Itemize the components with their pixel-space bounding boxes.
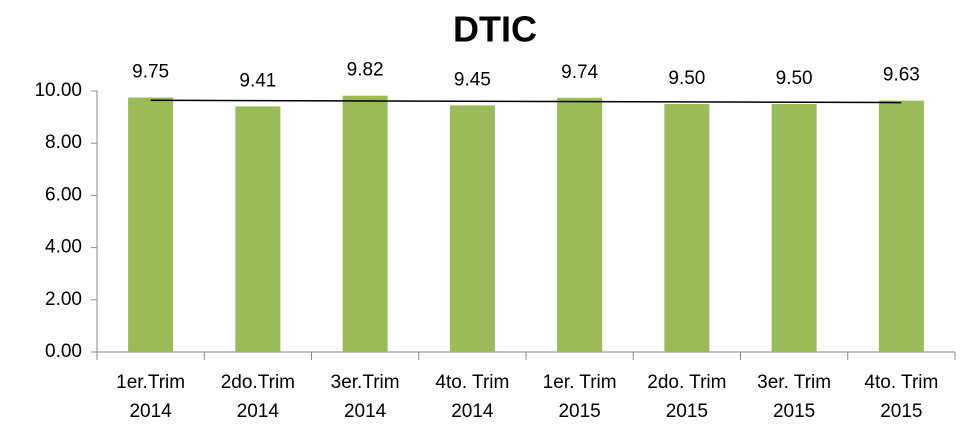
x-tick-label: 2014 [237, 401, 280, 422]
value-label: 9.50 [776, 68, 813, 89]
bar [235, 106, 281, 352]
y-tick-label: 10.00 [34, 80, 82, 101]
y-tick-label: 8.00 [45, 132, 82, 153]
chart-title: DTIC [453, 9, 537, 50]
value-label: 9.75 [132, 62, 169, 83]
x-tick-label: 3er.Trim [331, 372, 400, 393]
x-tick-label: 2do. Trim [647, 372, 726, 393]
value-label: 9.41 [239, 70, 276, 91]
value-label: 9.50 [668, 68, 705, 89]
y-tick-label: 0.00 [45, 341, 82, 362]
y-tick-label: 4.00 [45, 237, 82, 258]
x-tick-label: 2015 [558, 401, 600, 422]
x-tick-label: 3er. Trim [757, 372, 831, 393]
trendline [150, 99, 902, 104]
x-tick-label: 4to. Trim [864, 372, 938, 393]
x-tick-label: 2014 [451, 401, 494, 422]
x-tick-label: 2015 [880, 401, 922, 422]
bar [771, 104, 817, 352]
x-tick-label: 1er.Trim [116, 372, 185, 393]
value-label: 9.63 [883, 65, 920, 86]
bar [878, 100, 924, 352]
bar [557, 97, 603, 352]
bar [449, 105, 495, 352]
value-label: 9.74 [561, 62, 598, 83]
x-tick-label: 2015 [773, 401, 815, 422]
bar [664, 104, 710, 352]
bar [128, 97, 174, 353]
x-tick-label: 2do.Trim [221, 372, 295, 393]
y-tick-label: 2.00 [45, 289, 82, 310]
value-label: 9.82 [347, 60, 384, 81]
y-tick-label: 6.00 [45, 184, 82, 205]
x-tick-label: 4to. Trim [435, 372, 509, 393]
value-label: 9.45 [454, 69, 491, 90]
x-tick-label: 2015 [666, 401, 708, 422]
x-tick-label: 2014 [344, 401, 387, 422]
bar [342, 95, 388, 352]
x-tick-label: 2014 [129, 401, 172, 422]
x-tick-label: 1er. Trim [543, 372, 617, 393]
